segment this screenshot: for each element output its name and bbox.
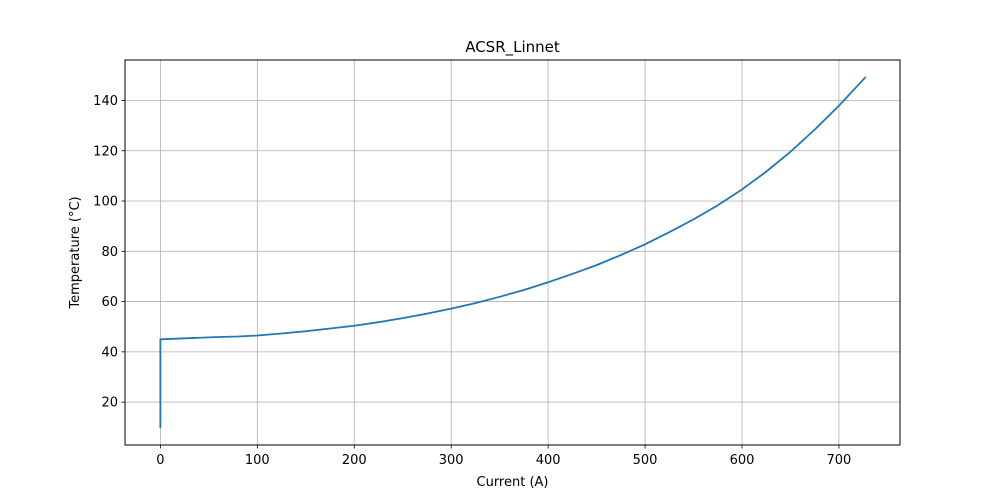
y-tick-label: 40 xyxy=(101,345,118,360)
grid xyxy=(125,60,900,445)
x-tick-label: 600 xyxy=(730,453,755,468)
y-tick-label: 80 xyxy=(101,245,118,260)
x-axis-label: Current (A) xyxy=(477,475,549,490)
x-tick-label: 500 xyxy=(633,453,658,468)
x-tick-label: 300 xyxy=(439,453,464,468)
chart-title: ACSR_Linnet xyxy=(465,38,560,57)
y-tick-label: 100 xyxy=(93,195,118,210)
plot-background xyxy=(125,60,900,445)
series-layer xyxy=(159,76,867,429)
x-tick-label: 100 xyxy=(245,453,270,468)
y-tick-label: 60 xyxy=(101,295,118,310)
x-tick-label: 700 xyxy=(827,453,852,468)
y-tick-label: 120 xyxy=(93,144,118,159)
x-tick-label: 0 xyxy=(156,453,164,468)
y-axis-label: Temperature (°C) xyxy=(68,196,83,309)
ticks: 0 100 200 300 400 500 600 700 20 40 60 80 100 120 140 xyxy=(93,94,851,468)
y-tick-label: 140 xyxy=(93,94,118,109)
y-tick-label: 20 xyxy=(101,396,118,411)
plot-frame xyxy=(124,59,901,446)
x-tick-label: 400 xyxy=(536,453,561,468)
x-tick-label: 200 xyxy=(342,453,367,468)
series-line xyxy=(159,76,867,429)
